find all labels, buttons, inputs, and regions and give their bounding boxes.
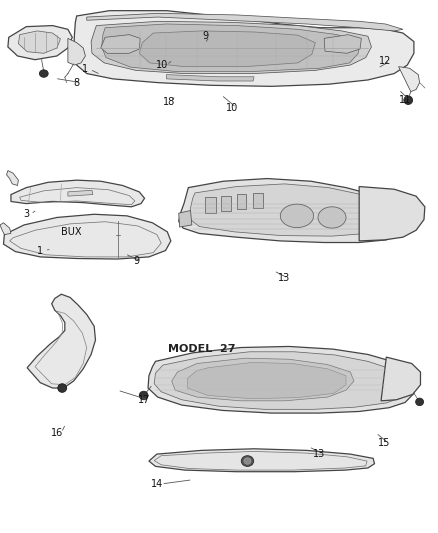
Ellipse shape: [241, 456, 254, 466]
Text: 1: 1: [37, 246, 43, 255]
Polygon shape: [68, 190, 93, 196]
Text: 11: 11: [399, 95, 411, 105]
Polygon shape: [179, 211, 192, 227]
Ellipse shape: [58, 384, 67, 392]
Text: 10: 10: [226, 103, 238, 112]
Polygon shape: [324, 35, 361, 53]
Polygon shape: [0, 223, 11, 235]
Polygon shape: [68, 38, 85, 65]
Polygon shape: [154, 352, 408, 409]
Text: 15: 15: [378, 439, 391, 448]
Polygon shape: [148, 346, 415, 413]
Polygon shape: [18, 31, 60, 53]
Text: 14: 14: [151, 479, 163, 489]
Polygon shape: [253, 193, 263, 208]
Polygon shape: [91, 21, 371, 74]
Ellipse shape: [280, 204, 314, 228]
Text: 8: 8: [74, 78, 80, 87]
Text: 3: 3: [23, 209, 29, 219]
Polygon shape: [166, 75, 254, 81]
Text: 17: 17: [138, 395, 150, 405]
Text: 12: 12: [379, 56, 392, 66]
Polygon shape: [139, 31, 315, 67]
Polygon shape: [189, 184, 393, 236]
Polygon shape: [149, 449, 374, 472]
Polygon shape: [205, 197, 216, 213]
Polygon shape: [102, 24, 359, 71]
Ellipse shape: [139, 391, 148, 400]
Ellipse shape: [416, 398, 424, 406]
Text: MODEL  27: MODEL 27: [168, 344, 235, 354]
Polygon shape: [221, 196, 231, 211]
Polygon shape: [11, 180, 145, 207]
Polygon shape: [7, 171, 18, 185]
Polygon shape: [4, 214, 171, 259]
Polygon shape: [237, 194, 246, 209]
Text: 13: 13: [278, 273, 290, 283]
Polygon shape: [359, 187, 425, 241]
Polygon shape: [187, 362, 346, 399]
Text: 9: 9: [134, 256, 140, 266]
Text: BUX: BUX: [61, 228, 81, 237]
Polygon shape: [8, 26, 72, 60]
Ellipse shape: [318, 207, 346, 228]
Text: 16: 16: [51, 428, 63, 438]
Text: 9: 9: [202, 31, 208, 41]
Polygon shape: [179, 179, 412, 243]
Ellipse shape: [39, 70, 48, 77]
Polygon shape: [74, 11, 414, 86]
Ellipse shape: [404, 96, 413, 104]
Polygon shape: [101, 35, 140, 53]
Ellipse shape: [244, 458, 251, 464]
Text: 1: 1: [82, 64, 88, 74]
Polygon shape: [172, 358, 354, 401]
Text: 18: 18: [162, 98, 175, 107]
Polygon shape: [399, 67, 420, 92]
Polygon shape: [381, 357, 420, 401]
Text: 10: 10: [156, 60, 168, 70]
Polygon shape: [27, 294, 95, 388]
Text: 13: 13: [313, 449, 325, 459]
Polygon shape: [87, 13, 403, 31]
